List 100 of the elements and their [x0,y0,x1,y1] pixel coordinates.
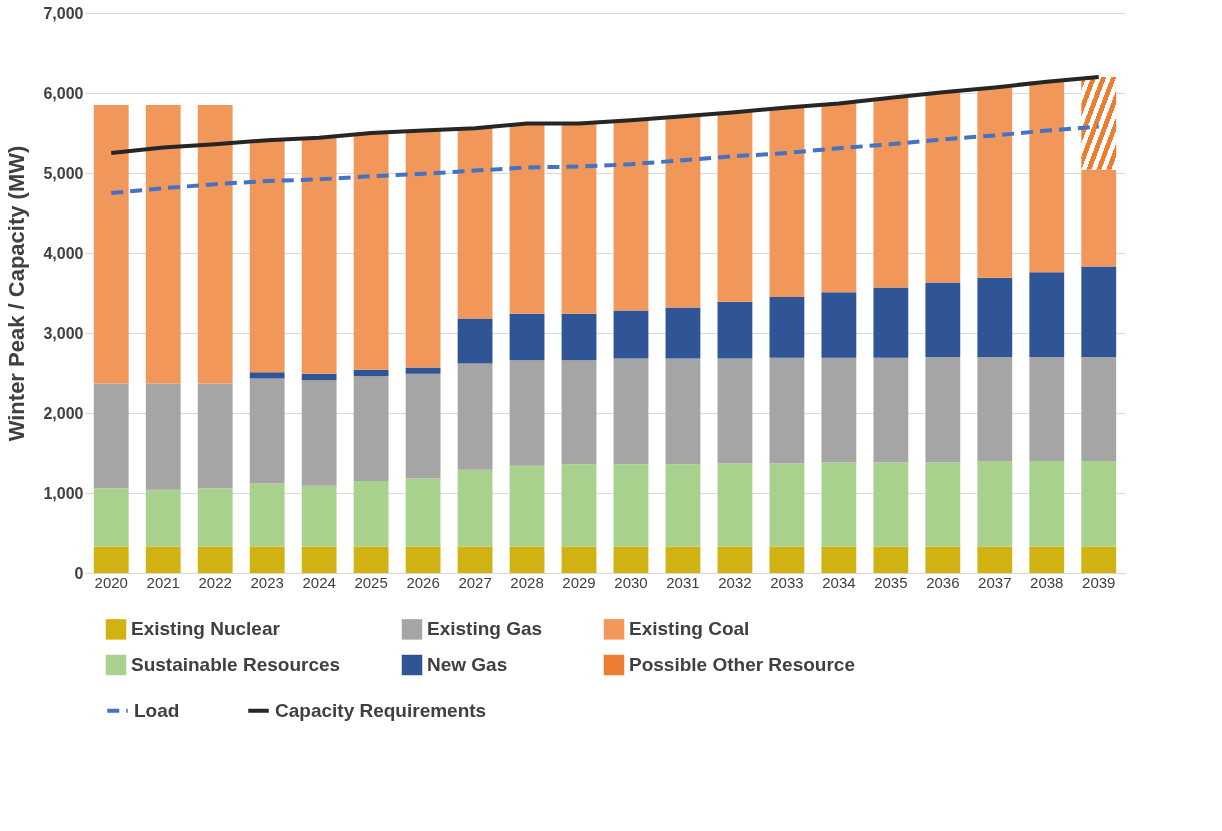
bar [561,360,597,465]
x-tick-label: 2026 [406,573,440,591]
bar [665,546,701,573]
bar [509,465,545,547]
bar [769,546,805,573]
bar [925,462,961,547]
bar [197,546,233,573]
bar [561,123,597,314]
bar [873,546,909,573]
y-axis-title: Winter Peak / Capacity (MW) [4,145,30,442]
bar [457,318,493,364]
bar [1081,77,1117,170]
bar [665,358,701,465]
bar [613,464,649,547]
bar [1081,266,1117,357]
x-tick-label: 2037 [978,573,1012,591]
bar [509,313,545,361]
bar [249,546,285,573]
legend-label: Load [134,699,180,721]
bar [873,462,909,547]
bar [717,112,753,302]
bar [821,357,857,463]
bar [353,376,389,481]
bar [301,373,337,381]
legend-label: Existing Nuclear [131,618,281,640]
y-tick-label: 6,000 [43,84,84,102]
bar [873,287,909,358]
x-tick-label: 2028 [510,573,544,591]
bar [821,462,857,547]
bar [353,546,389,573]
bar [93,546,129,573]
bar [457,546,493,573]
bar [301,546,337,573]
bar [873,97,909,288]
bar [925,282,961,357]
bar [1081,357,1117,461]
bar [1081,461,1117,547]
bar [353,133,389,370]
x-tick-label: 2031 [666,573,700,591]
legend-label: Sustainable Resources [131,654,341,675]
bar [145,383,181,490]
x-tick-label: 2032 [718,573,752,591]
bar [197,105,233,384]
bar [145,546,181,573]
bar [457,469,493,547]
bar [301,137,337,374]
bar [873,357,909,463]
x-tick-label: 2039 [1082,573,1116,591]
bar [561,313,597,361]
bar [821,292,857,358]
x-tick-label: 2036 [926,573,960,591]
bar [145,489,181,547]
bar [977,546,1013,573]
bar [405,130,441,368]
bar [769,107,805,297]
bar [821,546,857,573]
bar [769,357,805,464]
bar [925,357,961,463]
bar [717,546,753,573]
x-tick-label: 2038 [1030,573,1064,591]
bar [925,546,961,573]
y-tick-label: 1,000 [43,484,84,502]
x-tick-label: 2021 [146,573,180,591]
bar [613,310,649,359]
y-tick-label: 0 [74,564,84,582]
bar [665,464,701,547]
y-tick-label: 5,000 [43,164,84,182]
bar [1029,357,1065,461]
bar [405,373,441,479]
bar [977,461,1013,547]
bar [1081,546,1117,573]
bar [1029,81,1065,273]
bar [249,140,285,373]
bar [249,372,285,379]
bar [769,297,805,358]
bar [717,358,753,464]
bar [821,103,857,293]
legend-label: Capacity Requirements [275,699,487,721]
y-tick-label: 3,000 [43,324,84,342]
bar [197,383,233,489]
x-tick-label: 2029 [562,573,596,591]
bar [1029,272,1065,357]
x-tick-label: 2030 [614,573,648,591]
bar [613,546,649,573]
y-tick-label: 7,000 [43,4,84,22]
x-tick-label: 2025 [354,573,388,591]
x-tick-label: 2027 [458,573,492,591]
y-tick-label: 2,000 [43,404,84,422]
bar [457,128,493,319]
bar [1081,169,1117,267]
bar [717,463,753,547]
legend-label: Possible Other Resource [629,654,855,675]
bar [93,488,129,547]
bar [665,307,701,359]
bar [93,383,129,489]
legend-label: Existing Coal [629,618,750,640]
x-tick-label: 2023 [250,573,284,591]
bar [197,488,233,547]
line-series [109,124,1101,195]
bar [353,481,389,547]
